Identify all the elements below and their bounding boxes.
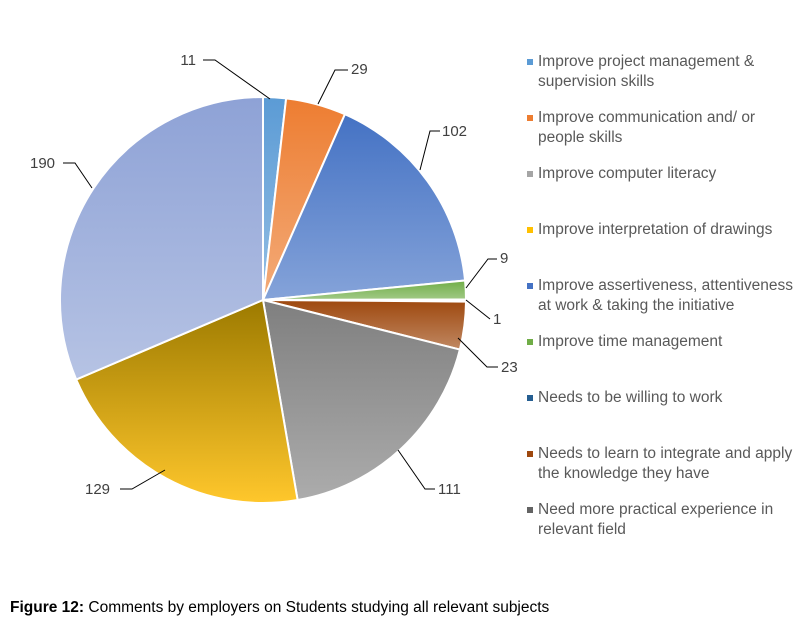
- legend-label: Improve project management & supervision…: [538, 53, 755, 90]
- data-label: 102: [442, 123, 467, 140]
- leader-line: [397, 449, 435, 490]
- legend-item: Improve computer literacy: [527, 164, 797, 184]
- legend-swatch: [527, 339, 533, 345]
- legend-item: Improve assertiveness, attentiveness at …: [527, 276, 797, 316]
- leader-line: [317, 69, 348, 105]
- pie-chart: 11 29 102 9 1 23 111 129 190: [30, 52, 518, 504]
- data-label: 129: [85, 481, 110, 498]
- pie-slice: [261, 298, 462, 502]
- legend-item: Needs to be willing to work: [527, 388, 797, 408]
- legend-label: Improve assertiveness, attentiveness at …: [538, 277, 794, 314]
- data-label: 9: [500, 250, 508, 267]
- legend-item: Improve communication and/ or people ski…: [527, 108, 797, 148]
- legend-label: Improve time management: [538, 333, 723, 350]
- legend-swatch: [527, 451, 533, 457]
- legend-swatch: [527, 227, 533, 233]
- leader-line: [465, 258, 497, 289]
- legend-swatch: [527, 115, 533, 121]
- legend-swatch: [527, 171, 533, 177]
- data-label: 11: [180, 52, 196, 69]
- caption-label: Figure 12:: [10, 599, 85, 616]
- legend-label: Improve computer literacy: [538, 165, 717, 182]
- legend-label: Needs to learn to integrate and apply th…: [538, 445, 793, 482]
- legend-label: Improve communication and/ or people ski…: [538, 109, 756, 146]
- figure-caption: Figure 12: Comments by employers on Stud…: [10, 599, 549, 617]
- legend-swatch: [527, 59, 533, 65]
- legend-item: Improve time management: [527, 332, 797, 352]
- legend-label: Improve interpretation of drawings: [538, 221, 773, 238]
- leader-line: [63, 162, 93, 189]
- leader-line: [419, 130, 440, 171]
- pie-slice: [74, 298, 299, 504]
- leader-line: [457, 337, 498, 368]
- data-label: 190: [30, 155, 55, 172]
- pie-slice: [261, 112, 467, 302]
- legend-item: Need more practical experience in releva…: [527, 500, 797, 540]
- data-label: 111: [438, 481, 461, 498]
- pie-slice: [59, 95, 264, 381]
- data-label: 1: [493, 311, 501, 328]
- legend-item: Needs to learn to integrate and apply th…: [527, 444, 797, 484]
- legend-swatch: [527, 395, 533, 401]
- leader-line: [120, 469, 166, 490]
- data-label: 23: [501, 359, 518, 376]
- legend-item: Improve interpretation of drawings: [527, 220, 797, 240]
- legend-item: Improve project management & supervision…: [527, 52, 797, 92]
- data-label: 29: [351, 61, 368, 78]
- legend-label: Need more practical experience in releva…: [538, 501, 774, 538]
- legend-swatch: [527, 283, 533, 289]
- leader-line: [203, 59, 271, 100]
- legend-swatch: [527, 507, 533, 513]
- leader-line: [465, 299, 491, 320]
- legend-label: Needs to be willing to work: [538, 389, 723, 406]
- caption-text: Comments by employers on Students studyi…: [84, 599, 550, 616]
